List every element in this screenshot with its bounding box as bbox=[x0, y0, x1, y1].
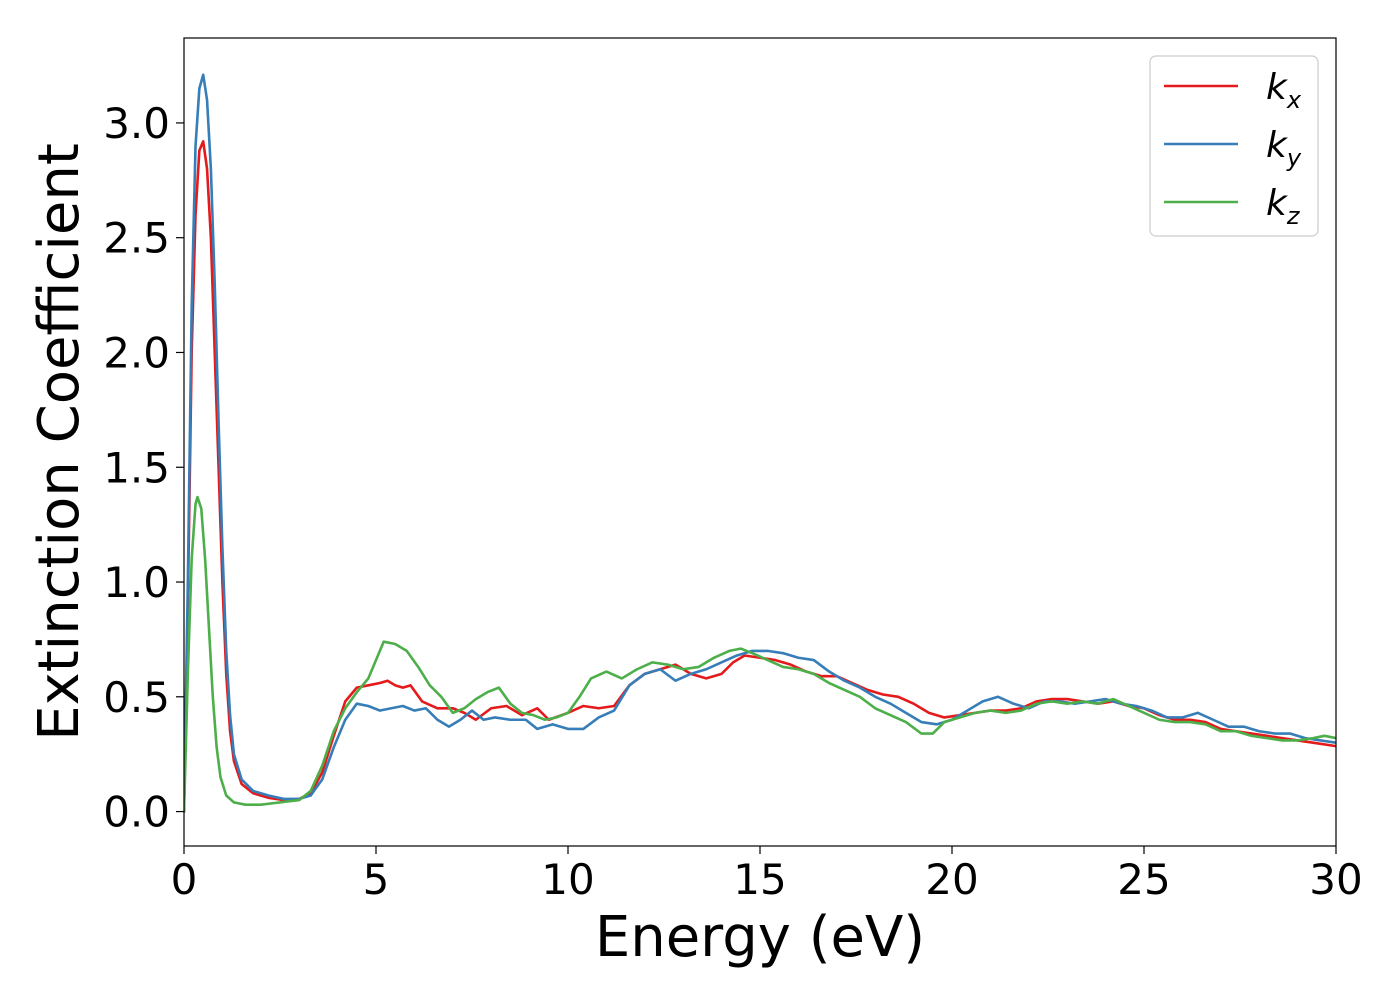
x-tick-label: 30 bbox=[1309, 855, 1362, 904]
plot-area bbox=[184, 38, 1336, 846]
legend-entry-kx: kx bbox=[1266, 67, 1302, 114]
x-tick-label: 25 bbox=[1117, 855, 1170, 904]
x-tick-label: 15 bbox=[733, 855, 786, 904]
legend-entry-symbol: k bbox=[1266, 125, 1289, 166]
y-axis-title: Extinction Coefficient bbox=[27, 143, 92, 741]
x-tick-label: 20 bbox=[925, 855, 978, 904]
series-layer bbox=[184, 73, 1336, 813]
legend-box bbox=[1149, 55, 1319, 237]
series-line-ky bbox=[184, 73, 1336, 813]
y-tick-label: 0.0 bbox=[103, 788, 170, 837]
y-tick-label: 1.5 bbox=[103, 443, 170, 492]
legend-entry-subscript: z bbox=[1286, 202, 1301, 230]
plot-background bbox=[184, 38, 1336, 846]
x-axis-title: Energy (eV) bbox=[595, 905, 925, 970]
y-tick-label: 2.0 bbox=[103, 328, 170, 377]
y-tick-label: 2.5 bbox=[103, 214, 170, 263]
y-tick-label: 0.5 bbox=[103, 673, 170, 722]
y-tick-label: 3.0 bbox=[103, 99, 170, 148]
legend-entry-symbol: k bbox=[1266, 183, 1289, 224]
x-tick-label: 10 bbox=[541, 855, 594, 904]
legend-entry-ky: ky bbox=[1266, 125, 1302, 172]
x-tick-label: 5 bbox=[363, 855, 390, 904]
x-tick-label: 0 bbox=[171, 855, 198, 904]
legend-entry-kz: kz bbox=[1266, 183, 1301, 230]
series-line-kz bbox=[184, 495, 1336, 813]
legend-entry-subscript: x bbox=[1286, 86, 1302, 114]
legend-entry-subscript: y bbox=[1286, 144, 1302, 172]
ticks: 0 5 10 15 20 25 30 0.0 0.5 1.0 1.5 2.0 2.5 3.0 bbox=[103, 99, 1363, 904]
y-tick-label: 1.0 bbox=[103, 558, 170, 607]
legend-entry-symbol: k bbox=[1266, 67, 1289, 108]
